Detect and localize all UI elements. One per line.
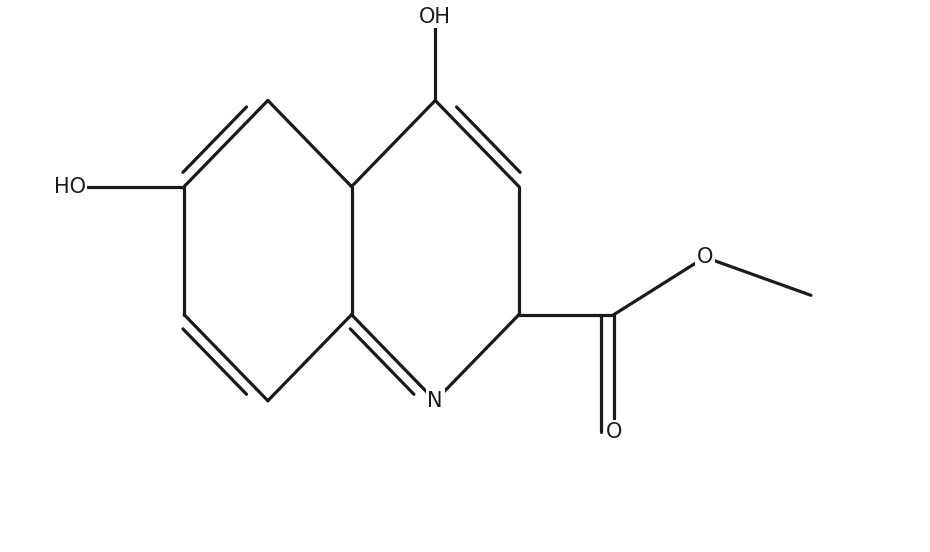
Text: HO: HO xyxy=(54,177,86,197)
Text: O: O xyxy=(605,422,622,442)
Text: N: N xyxy=(428,391,443,411)
Text: OH: OH xyxy=(419,7,451,26)
Text: O: O xyxy=(697,247,713,267)
